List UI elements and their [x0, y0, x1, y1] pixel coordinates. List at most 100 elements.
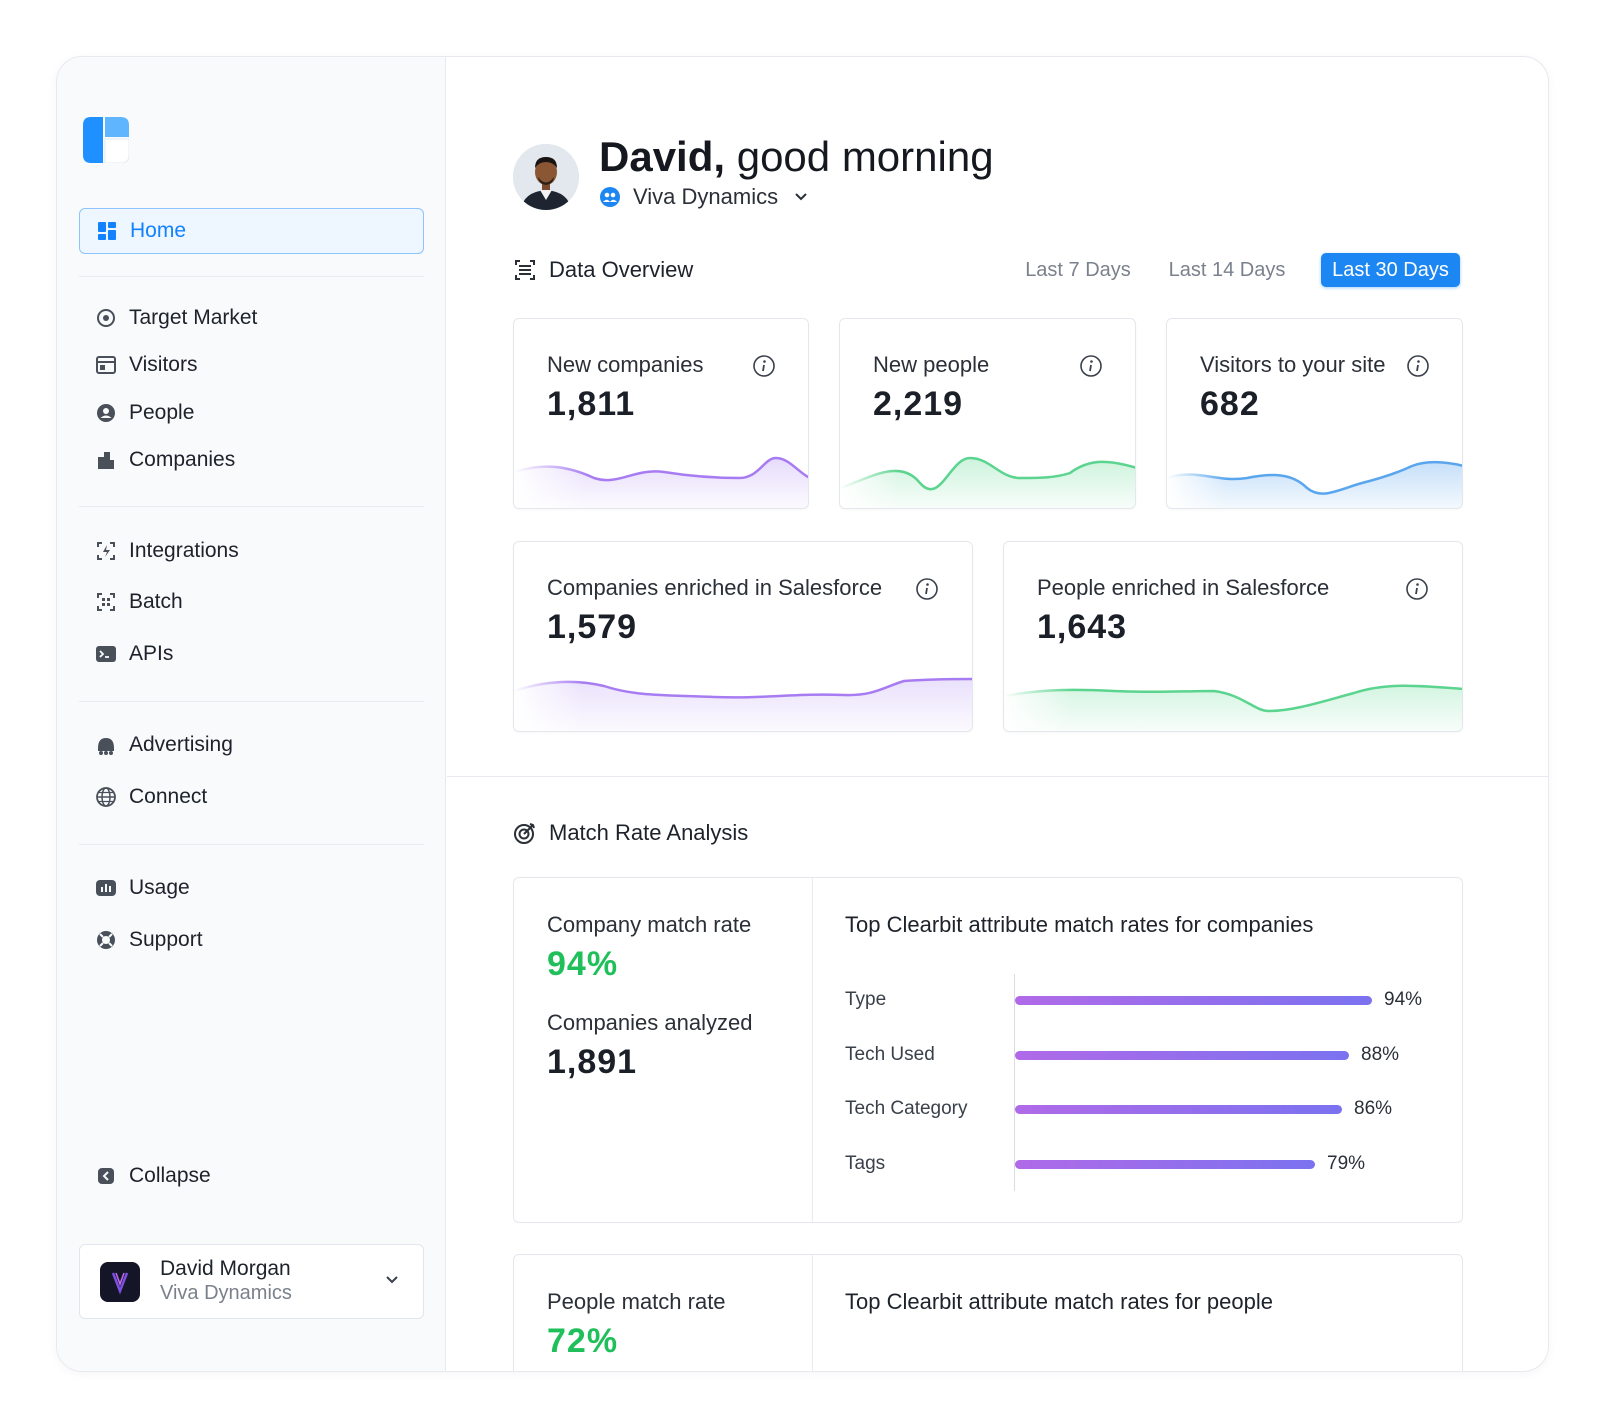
workspace-logo [100, 1262, 140, 1302]
kpi-value: 682 [1200, 385, 1260, 423]
chevron-down-icon [795, 193, 807, 201]
collapse-icon [98, 1168, 114, 1184]
bar-value-label: 88% [1361, 1043, 1400, 1065]
info-icon[interactable] [1079, 354, 1103, 378]
kpi-label: Companies enriched in Salesforce [547, 575, 883, 600]
usage-icon [96, 880, 116, 896]
user-name: David Morgan [160, 1257, 291, 1280]
app-logo[interactable] [83, 117, 130, 164]
nav-label: Visitors [129, 353, 198, 376]
bar-row: Tech Category 86% [845, 1094, 1445, 1124]
nav-item-target-market[interactable]: Target Market [79, 295, 424, 341]
advertising-icon [98, 738, 114, 755]
team-icon [600, 187, 620, 207]
sparkline-visitors [1167, 428, 1462, 508]
data-overview-title: Data Overview [513, 257, 693, 283]
page-title: David, good morning [599, 133, 994, 181]
bar-row: Tags 79% [845, 1149, 1445, 1179]
kpi-card-new-people[interactable]: New people 2,219 [839, 318, 1136, 509]
terminal-icon [96, 646, 116, 662]
nav-item-visitors[interactable]: Visitors [79, 342, 424, 388]
batch-icon [97, 593, 115, 611]
nav-label: Batch [129, 590, 183, 613]
kpi-card-people-enriched[interactable]: People enriched in Salesforce 1,643 [1003, 541, 1463, 732]
nav-item-advertising[interactable]: Advertising [79, 722, 424, 768]
nav-label: Advertising [129, 733, 233, 756]
section-divider [447, 776, 1548, 777]
nav-label: Support [129, 928, 203, 951]
kpi-value: 1,643 [1037, 608, 1128, 646]
info-icon[interactable] [915, 577, 939, 601]
range-last-7-days[interactable]: Last 7 Days [1025, 258, 1131, 281]
collapse-button[interactable]: Collapse [79, 1153, 424, 1199]
kpi-value: 1,811 [547, 385, 636, 423]
nav-item-usage[interactable]: Usage [79, 865, 424, 911]
kpi-card-visitors[interactable]: Visitors to your site 682 [1166, 318, 1463, 509]
bar[interactable] [1015, 996, 1372, 1005]
info-icon[interactable] [1406, 354, 1430, 378]
nav-label: APIs [129, 642, 174, 665]
target-icon [514, 823, 535, 844]
info-icon[interactable] [752, 354, 776, 378]
company-match-rate-label: Company match rate [547, 912, 752, 937]
bar-value-label: 86% [1354, 1098, 1393, 1119]
range-last-14-days[interactable]: Last 14 Days [1168, 258, 1286, 281]
target-market-icon [97, 309, 115, 327]
avatar[interactable] [513, 144, 579, 210]
nav-item-integrations[interactable]: Integrations [79, 528, 424, 574]
bar-category-label: Tech Category [845, 1098, 968, 1119]
nav-item-home[interactable]: Home [79, 208, 424, 254]
nav-label: Home [130, 219, 187, 242]
nav-item-people[interactable]: People [79, 390, 424, 436]
sidebar: Home Target Market Visitors People Compa… [57, 57, 446, 1371]
visitors-icon [96, 356, 116, 374]
globe-icon [96, 787, 116, 807]
people-match-panel: People match rate 72% Top Clearbit attri… [513, 1254, 1463, 1371]
org-switcher[interactable]: Viva Dynamics [599, 184, 810, 210]
app-window: Home Target Market Visitors People Compa… [56, 56, 1549, 1372]
company-match-panel: Company match rate 94% Companies analyze… [513, 877, 1463, 1223]
companies-icon [98, 452, 114, 469]
bar[interactable] [1015, 1159, 1315, 1169]
collapse-label: Collapse [129, 1164, 211, 1187]
support-icon [97, 931, 115, 949]
nav-label: Companies [129, 448, 236, 471]
nav-item-apis[interactable]: APIs [79, 631, 424, 677]
bar-value-label: 94% [1384, 989, 1423, 1010]
kpi-card-companies-enriched[interactable]: Companies enriched in Salesforce 1,579 [513, 541, 973, 732]
range-last-30-days[interactable]: Last 30 Days [1321, 253, 1460, 287]
people-match-rate-label: People match rate [547, 1289, 726, 1314]
bar-row: Type 94% [845, 985, 1445, 1015]
kpi-label: Visitors to your site [1200, 352, 1386, 377]
nav-divider [79, 701, 424, 702]
kpi-value: 1,579 [547, 608, 638, 646]
nav-item-batch[interactable]: Batch [79, 579, 424, 625]
org-name: Viva Dynamics [633, 184, 779, 209]
user-switcher[interactable]: David Morgan Viva Dynamics [79, 1244, 424, 1319]
sparkline-new-people [840, 428, 1135, 508]
nav-item-connect[interactable]: Connect [79, 774, 424, 820]
main-content: David, good morning Viva Dynamics Data O… [447, 57, 1548, 1371]
panel-divider [812, 878, 813, 1222]
bar-category-label: Tech Used [845, 1043, 935, 1065]
companies-analyzed-label: Companies analyzed [547, 1010, 753, 1035]
bar-row: Tech Used 88% [845, 1040, 1445, 1070]
sparkline-people-enriched [1004, 651, 1462, 731]
nav-item-support[interactable]: Support [79, 917, 424, 963]
nav-label: Usage [129, 876, 190, 899]
companies-analyzed-value: 1,891 [547, 1043, 638, 1081]
nav-item-companies[interactable]: Companies [79, 437, 424, 483]
user-org: Viva Dynamics [160, 1282, 292, 1304]
bar[interactable] [1015, 1050, 1349, 1060]
greeting-text: good morning [736, 133, 994, 180]
bar-value-label: 79% [1327, 1152, 1366, 1174]
bar[interactable] [1015, 1105, 1342, 1114]
sparkline-companies-enriched [514, 651, 972, 731]
info-icon[interactable] [1405, 577, 1429, 601]
kpi-card-new-companies[interactable]: New companies 1,811 [513, 318, 809, 509]
people-chart-title: Top Clearbit attribute match rates for p… [845, 1289, 1274, 1314]
chevron-down-icon [386, 1276, 398, 1284]
kpi-label: New people [873, 352, 990, 377]
panel-divider [812, 1255, 813, 1371]
nav-label: Connect [129, 785, 208, 808]
